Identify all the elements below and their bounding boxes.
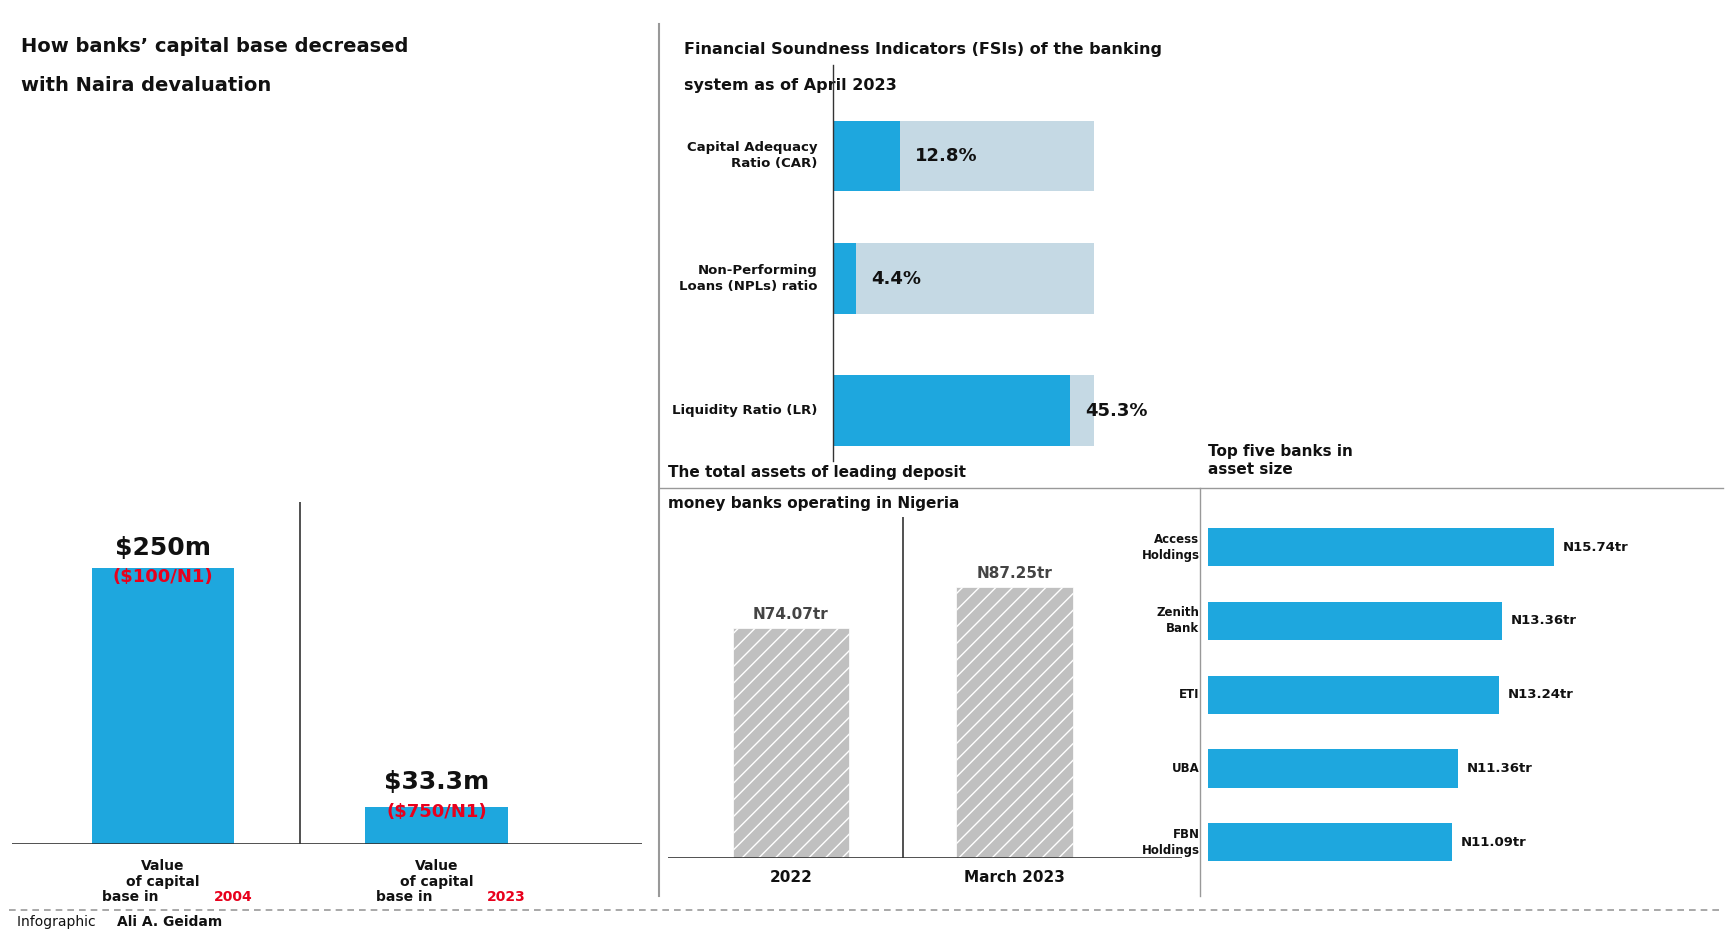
Text: March 2023: March 2023	[965, 870, 1065, 885]
Bar	[366, 807, 507, 844]
Text: Capital Adequacy
Ratio (CAR): Capital Adequacy Ratio (CAR)	[687, 141, 816, 171]
Text: Non-Performing
Loans (NPLs) ratio: Non-Performing Loans (NPLs) ratio	[678, 264, 816, 293]
Text: Infographic: Infographic	[17, 915, 100, 929]
Bar	[832, 244, 1094, 314]
Text: N13.24tr: N13.24tr	[1509, 688, 1574, 702]
Text: 4.4%: 4.4%	[872, 270, 922, 287]
Bar	[91, 569, 235, 844]
Text: Top five banks in
asset size: Top five banks in asset size	[1208, 444, 1353, 477]
Text: N13.36tr: N13.36tr	[1510, 614, 1578, 628]
Bar	[832, 244, 856, 314]
Text: ($100/N1): ($100/N1)	[112, 569, 212, 587]
Text: Zenith
Bank: Zenith Bank	[1156, 607, 1200, 635]
Text: FBN
Holdings: FBN Holdings	[1141, 828, 1200, 857]
Bar	[1208, 676, 1500, 714]
Text: N11.09tr: N11.09tr	[1460, 835, 1526, 848]
Text: of capital: of capital	[400, 875, 473, 888]
Text: 2023: 2023	[487, 890, 526, 904]
Text: Value: Value	[142, 859, 185, 873]
Bar	[956, 587, 1074, 858]
Text: 45.3%: 45.3%	[1086, 402, 1148, 420]
Text: 2004: 2004	[214, 890, 252, 904]
Text: 12.8%: 12.8%	[915, 147, 979, 165]
Text: N87.25tr: N87.25tr	[977, 566, 1053, 581]
Text: N15.74tr: N15.74tr	[1564, 540, 1629, 554]
Text: Value: Value	[414, 859, 459, 873]
Text: system as of April 2023: system as of April 2023	[683, 79, 896, 94]
Bar	[832, 375, 1070, 446]
Bar	[1208, 528, 1555, 566]
Text: with Naira devaluation: with Naira devaluation	[21, 76, 271, 95]
Bar	[1208, 823, 1452, 862]
Text: base in: base in	[102, 890, 164, 904]
Bar	[1208, 749, 1458, 788]
Text: $33.3m: $33.3m	[383, 770, 488, 793]
Text: Liquidity Ratio (LR): Liquidity Ratio (LR)	[671, 404, 816, 417]
Text: ($750/N1): ($750/N1)	[387, 803, 487, 821]
Text: 2022: 2022	[770, 870, 813, 885]
Bar	[832, 120, 899, 191]
Text: UBA: UBA	[1172, 762, 1200, 775]
Text: N74.07tr: N74.07tr	[753, 607, 828, 622]
Text: How banks’ capital base decreased: How banks’ capital base decreased	[21, 37, 409, 56]
Text: money banks operating in Nigeria: money banks operating in Nigeria	[668, 496, 960, 511]
Text: ETI: ETI	[1179, 688, 1200, 702]
Text: base in: base in	[376, 890, 438, 904]
Bar	[832, 120, 1094, 191]
Bar	[734, 629, 849, 858]
Text: N11.36tr: N11.36tr	[1467, 762, 1533, 775]
Text: Access
Holdings: Access Holdings	[1141, 533, 1200, 562]
Text: Ali A. Geidam: Ali A. Geidam	[117, 915, 223, 929]
Text: $250m: $250m	[114, 536, 211, 559]
Text: The total assets of leading deposit: The total assets of leading deposit	[668, 465, 967, 481]
Bar	[832, 375, 1094, 446]
Text: Financial Soundness Indicators (FSIs) of the banking: Financial Soundness Indicators (FSIs) of…	[683, 42, 1162, 57]
Text: of capital: of capital	[126, 875, 200, 888]
Bar	[1208, 602, 1502, 640]
